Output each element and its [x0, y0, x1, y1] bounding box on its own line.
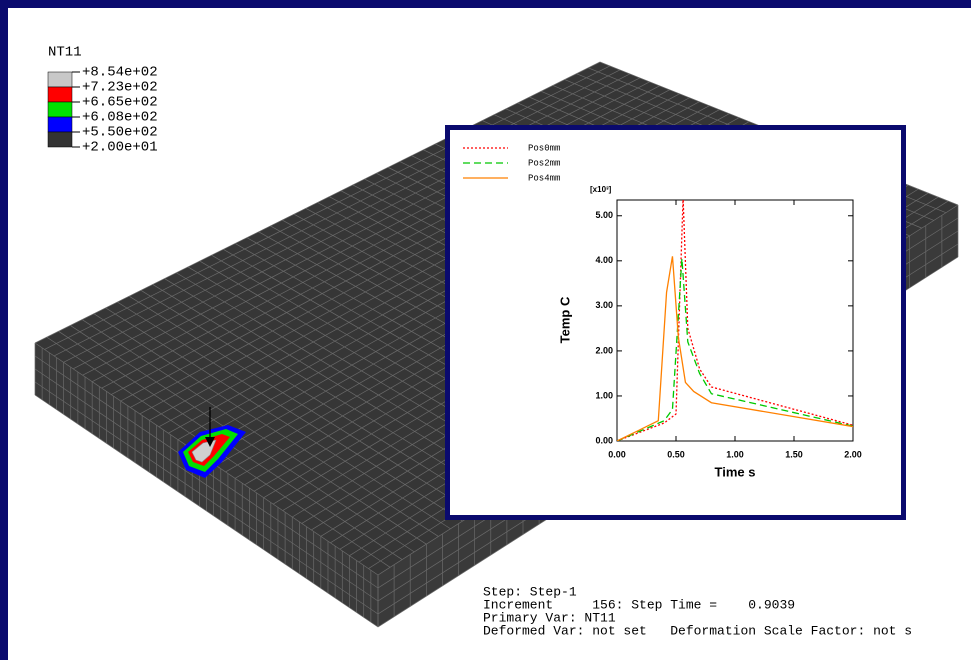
x-axis-label: Time s	[715, 464, 756, 479]
contour-legend: NT11 +8.54e+02+7.23e+02+6.65e+02+6.08e+0…	[48, 45, 158, 156]
legend-label: Pos0mm	[528, 143, 560, 153]
legend-swatch	[48, 72, 72, 87]
legend-title: NT11	[48, 45, 82, 61]
x-tick-label: 1.00	[726, 449, 744, 459]
legend-label: +5.50e+02	[82, 125, 158, 141]
legend-label: +6.65e+02	[82, 95, 158, 111]
info-line: Deformed Var: not set Deformation Scale …	[483, 623, 912, 638]
legend-swatch	[48, 87, 72, 102]
viewport: NT11 +8.54e+02+7.23e+02+6.65e+02+6.08e+0…	[0, 0, 971, 660]
x-tick-label: 0.50	[667, 449, 685, 459]
legend-swatch	[48, 132, 72, 147]
y-axis-label: Temp C	[557, 296, 572, 343]
chart-inset: Time s Temp C [x10³] 0.00 1.00 2.00 3.00 4.0…	[448, 128, 904, 518]
legend-swatch	[48, 117, 72, 132]
legend-label: Pos4mm	[528, 173, 560, 183]
legend-label: +2.00e+01	[82, 140, 158, 156]
y-tick-label: 5.00	[595, 210, 613, 220]
y-tick-label: 4.00	[595, 255, 613, 265]
y-tick-label: 3.00	[595, 300, 613, 310]
legend-label: +6.08e+02	[82, 110, 158, 126]
legend-label: Pos2mm	[528, 158, 560, 168]
viewport-canvas: NT11 +8.54e+02+7.23e+02+6.65e+02+6.08e+0…	[0, 0, 971, 660]
y-tick-label: 0.00	[595, 435, 613, 445]
legend-label: +7.23e+02	[82, 80, 158, 96]
x-tick-label: 0.00	[608, 449, 626, 459]
legend-label: +8.54e+02	[82, 65, 158, 81]
x-tick-label: 2.00	[844, 449, 862, 459]
y-tick-label: 1.00	[595, 390, 613, 400]
x-tick-label: 1.50	[785, 449, 803, 459]
y-multiplier: [x10³]	[590, 185, 612, 194]
legend-swatch	[48, 102, 72, 117]
y-tick-label: 2.00	[595, 345, 613, 355]
